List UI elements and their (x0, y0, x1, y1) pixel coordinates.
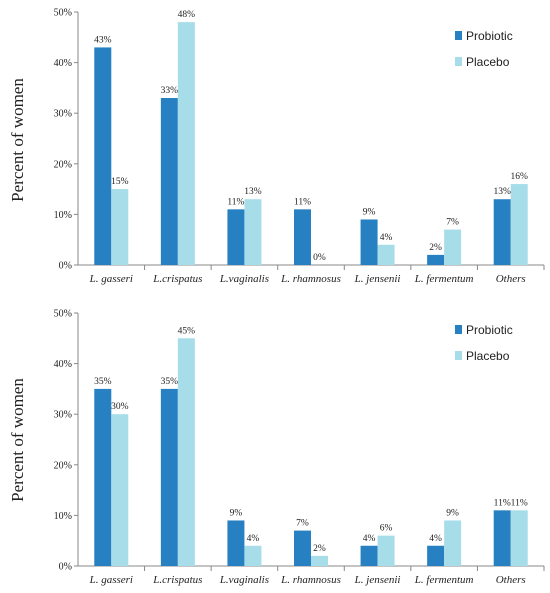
legend-label: Placebo (466, 55, 510, 69)
data-label: 35% (161, 377, 179, 387)
data-label: 0% (313, 253, 326, 263)
bar-placebo (510, 184, 528, 265)
y-tick-label: 50% (54, 309, 72, 320)
bar-placebo (111, 414, 129, 566)
y-tick-label: 50% (54, 8, 72, 19)
bar-probiotic (360, 219, 378, 265)
x-tick-label: L. fermentum (414, 273, 474, 285)
legend-swatch (455, 31, 462, 40)
bar-probiotic (160, 98, 178, 266)
bar-placebo (444, 229, 462, 265)
data-label: 16% (511, 172, 529, 182)
data-label: 6% (380, 524, 393, 534)
data-label: 4% (247, 534, 260, 544)
data-label: 15% (111, 177, 129, 187)
bar-probiotic (360, 545, 378, 566)
y-axis-label: Percent of women (8, 78, 27, 202)
data-label: 11% (511, 498, 528, 508)
data-label: 43% (94, 35, 112, 45)
bar-probiotic (94, 47, 112, 265)
bar-placebo (510, 510, 528, 566)
legend-label: Probiotic (466, 29, 513, 43)
x-tick-label: L.crispatus (152, 574, 202, 586)
y-tick-label: 10% (54, 511, 72, 522)
x-tick-label: L. gasseri (89, 273, 133, 285)
data-label: 45% (178, 326, 196, 336)
data-label: 9% (446, 508, 459, 518)
data-label: 2% (313, 544, 326, 554)
bar-probiotic (294, 530, 311, 566)
x-tick-label: L. fermentum (414, 574, 474, 586)
y-tick-label: 0% (59, 261, 72, 272)
data-label: 11% (227, 197, 244, 207)
data-label: 13% (244, 187, 262, 197)
x-tick-label: L.crispatus (152, 273, 202, 285)
chart-top: 0% 10% 20% 30% 40% 50% Percent of women L. gass… (8, 8, 545, 285)
bar-probiotic (227, 520, 245, 566)
legend-label: Placebo (466, 349, 510, 363)
bar-probiotic (427, 545, 445, 566)
bar-placebo (111, 189, 129, 265)
bar-placebo (377, 244, 395, 265)
data-label: 30% (111, 402, 129, 412)
data-label: 11% (494, 498, 511, 508)
x-tick-label: L. gasseri (89, 574, 133, 586)
bar-probiotic (493, 510, 511, 566)
data-label: 7% (296, 519, 309, 529)
data-label: 2% (429, 243, 442, 253)
x-tick-label: L. jensenii (354, 574, 401, 586)
bar-placebo (177, 22, 195, 266)
x-tick-label: Others (496, 574, 526, 586)
bar-placebo (244, 545, 262, 566)
y-tick-label: 30% (54, 410, 72, 421)
data-label: 9% (230, 508, 243, 518)
bar-placebo (444, 520, 462, 566)
legend-swatch (455, 351, 462, 360)
bar-probiotic (427, 254, 445, 265)
legend-swatch (455, 57, 462, 66)
legend-swatch (455, 325, 462, 334)
y-tick-label: 20% (54, 159, 72, 170)
y-tick-label: 10% (54, 210, 72, 221)
data-label: 33% (161, 86, 179, 96)
y-tick-label: 20% (54, 460, 72, 471)
bar-probiotic (294, 209, 311, 265)
x-tick-label: L.vaginalis (219, 273, 269, 285)
x-tick-label: L. jensenii (354, 273, 401, 285)
data-label: 4% (380, 233, 393, 243)
bar-probiotic (493, 199, 511, 265)
bar-placebo (177, 338, 195, 566)
data-label: 4% (429, 534, 442, 544)
bar-placebo (244, 199, 262, 265)
bar-probiotic (227, 209, 245, 265)
data-label: 35% (94, 377, 112, 387)
x-tick-label: Others (496, 273, 526, 285)
data-label: 4% (363, 534, 376, 544)
bar-placebo (377, 535, 395, 566)
y-tick-label: 0% (59, 562, 72, 573)
legend-label: Probiotic (466, 323, 513, 337)
x-tick-label: L.vaginalis (219, 574, 269, 586)
data-label: 9% (363, 207, 376, 217)
data-label: 13% (494, 187, 512, 197)
x-tick-label: L. rhamnosus (280, 574, 341, 586)
x-tick-label: L. rhamnosus (280, 273, 341, 285)
data-label: 48% (178, 10, 196, 20)
bar-probiotic (94, 388, 112, 566)
data-label: 11% (294, 197, 311, 207)
data-label: 7% (446, 218, 459, 228)
y-tick-label: 40% (54, 58, 72, 69)
y-tick-label: 30% (54, 109, 72, 120)
y-tick-label: 40% (54, 359, 72, 370)
chart-bottom: 0% 10% 20% 30% 40% 50% Percent of women L. gass… (8, 309, 545, 586)
y-axis-label: Percent of women (8, 378, 27, 502)
bar-placebo (311, 555, 328, 566)
bar-probiotic (160, 388, 178, 566)
